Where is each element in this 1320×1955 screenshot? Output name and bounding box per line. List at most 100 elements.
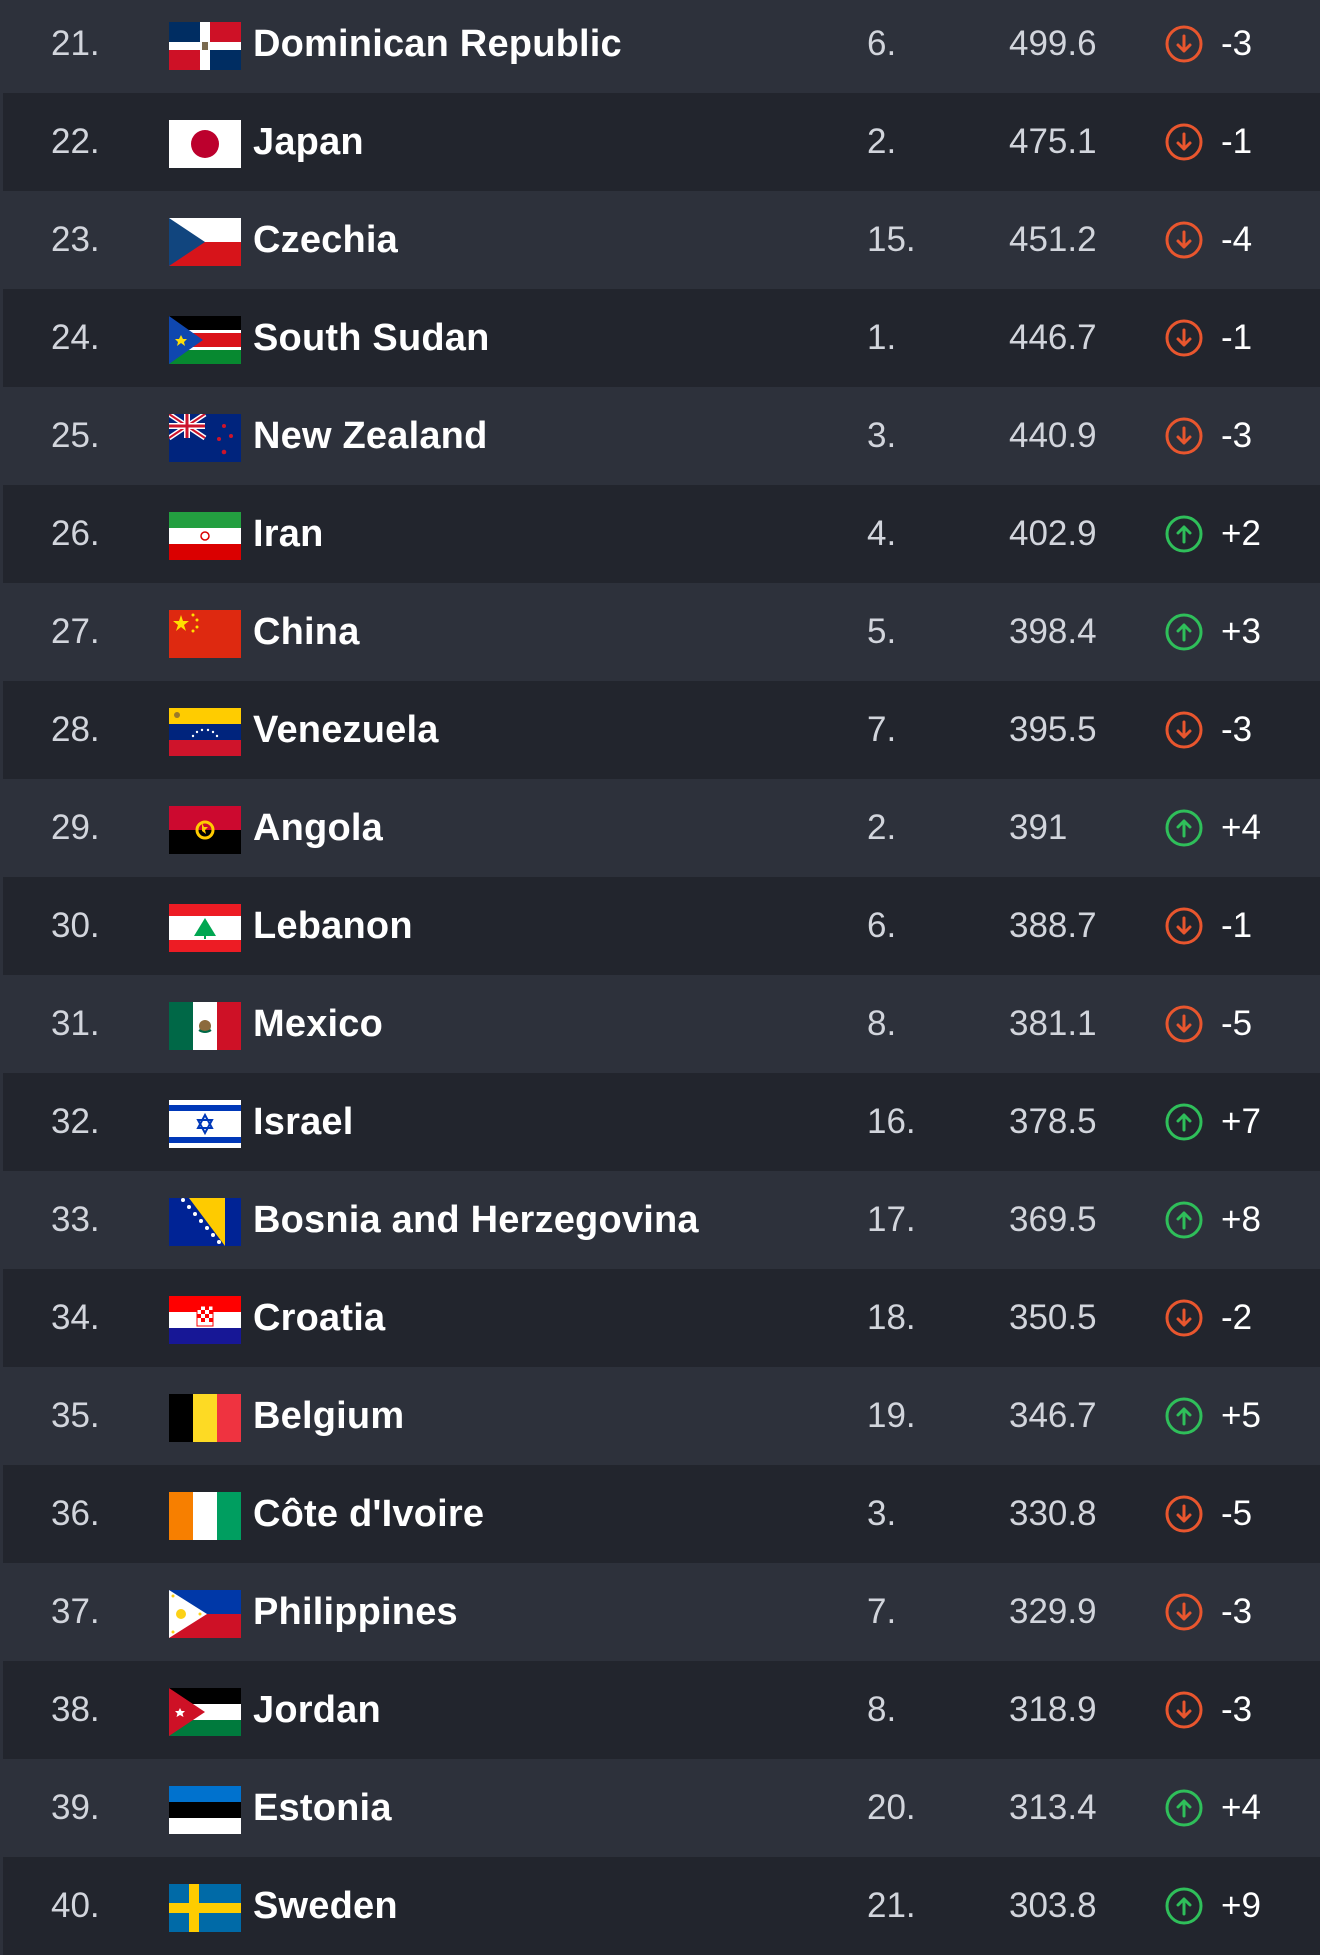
arrow-down-circle-icon bbox=[1164, 1690, 1204, 1730]
country-name[interactable]: Estonia bbox=[253, 1787, 392, 1829]
group-rank: 1. bbox=[867, 318, 897, 357]
arrow-up-circle-icon bbox=[1164, 1788, 1204, 1828]
country-name[interactable]: Croatia bbox=[253, 1297, 386, 1339]
arrow-down-circle-icon bbox=[1164, 122, 1204, 162]
table-row[interactable]: 32. Israel 16. 378.5 +7 bbox=[3, 1073, 1320, 1171]
rank-label: 39. bbox=[51, 1788, 100, 1827]
country-name[interactable]: Angola bbox=[253, 807, 383, 849]
rank-change: +9 bbox=[1221, 1886, 1261, 1925]
arrow-up-circle-icon bbox=[1164, 1886, 1204, 1926]
table-row[interactable]: 22. Japan 2. 475.1 -1 bbox=[3, 93, 1320, 191]
iran-flag-icon bbox=[169, 512, 241, 560]
table-row[interactable]: 39. Estonia 20. 313.4 +4 bbox=[3, 1759, 1320, 1857]
arrow-up-circle-icon bbox=[1164, 1396, 1204, 1436]
rank-label: 21. bbox=[51, 24, 100, 63]
country-name[interactable]: New Zealand bbox=[253, 415, 488, 457]
country-name[interactable]: Venezuela bbox=[253, 709, 439, 751]
table-row[interactable]: 40. Sweden 21. 303.8 +9 bbox=[3, 1857, 1320, 1955]
group-rank: 20. bbox=[867, 1788, 916, 1827]
rank-label: 25. bbox=[51, 416, 100, 455]
table-row[interactable]: 30. Lebanon 6. 388.7 -1 bbox=[3, 877, 1320, 975]
group-rank: 2. bbox=[867, 808, 897, 847]
group-rank: 17. bbox=[867, 1200, 916, 1239]
group-rank: 3. bbox=[867, 416, 897, 455]
points-value: 440.9 bbox=[1009, 416, 1097, 455]
country-name[interactable]: Iran bbox=[253, 513, 324, 555]
table-row[interactable]: 25. New Zealand 3. 440.9 -3 bbox=[3, 387, 1320, 485]
points-value: 313.4 bbox=[1009, 1788, 1097, 1827]
table-row[interactable]: 34. Croatia 18. 350.5 -2 bbox=[3, 1269, 1320, 1367]
arrow-down-circle-icon bbox=[1164, 710, 1204, 750]
sweden-flag-icon bbox=[169, 1884, 241, 1932]
table-row[interactable]: 21. Dominican Republic 6. 499.6 -3 bbox=[3, 0, 1320, 93]
country-name[interactable]: Philippines bbox=[253, 1591, 458, 1633]
rank-label: 29. bbox=[51, 808, 100, 847]
rank-label: 37. bbox=[51, 1592, 100, 1631]
table-row[interactable]: 38. Jordan 8. 318.9 -3 bbox=[3, 1661, 1320, 1759]
country-name[interactable]: Lebanon bbox=[253, 905, 413, 947]
group-rank: 8. bbox=[867, 1690, 897, 1729]
japan-flag-icon bbox=[169, 120, 241, 168]
country-name[interactable]: China bbox=[253, 611, 360, 653]
points-value: 329.9 bbox=[1009, 1592, 1097, 1631]
philippines-flag-icon bbox=[169, 1590, 241, 1638]
rank-label: 30. bbox=[51, 906, 100, 945]
points-value: 446.7 bbox=[1009, 318, 1097, 357]
points-value: 388.7 bbox=[1009, 906, 1097, 945]
rank-change: +7 bbox=[1221, 1102, 1261, 1141]
points-value: 391 bbox=[1009, 808, 1068, 847]
table-row[interactable]: 33. Bosnia and Herzegovina 17. 369.5 +8 bbox=[3, 1171, 1320, 1269]
jordan-flag-icon bbox=[169, 1688, 241, 1736]
group-rank: 8. bbox=[867, 1004, 897, 1043]
rank-label: 35. bbox=[51, 1396, 100, 1435]
group-rank: 7. bbox=[867, 710, 897, 749]
table-row[interactable]: 24. South Sudan 1. 446.7 -1 bbox=[3, 289, 1320, 387]
rank-change: -1 bbox=[1221, 122, 1253, 161]
rank-label: 34. bbox=[51, 1298, 100, 1337]
table-row[interactable]: 26. Iran 4. 402.9 +2 bbox=[3, 485, 1320, 583]
arrow-up-circle-icon bbox=[1164, 514, 1204, 554]
country-name[interactable]: South Sudan bbox=[253, 317, 490, 359]
table-row[interactable]: 29. Angola 2. 391 +4 bbox=[3, 779, 1320, 877]
points-value: 402.9 bbox=[1009, 514, 1097, 553]
rank-label: 24. bbox=[51, 318, 100, 357]
czechia-flag-icon bbox=[169, 218, 241, 266]
country-name[interactable]: Sweden bbox=[253, 1885, 398, 1927]
points-value: 451.2 bbox=[1009, 220, 1097, 259]
table-row[interactable]: 28. Venezuela 7. 395.5 -3 bbox=[3, 681, 1320, 779]
rank-label: 32. bbox=[51, 1102, 100, 1141]
table-row[interactable]: 27. China 5. 398.4 +3 bbox=[3, 583, 1320, 681]
rank-label: 27. bbox=[51, 612, 100, 651]
croatia-flag-icon bbox=[169, 1296, 241, 1344]
country-name[interactable]: Côte d'Ivoire bbox=[253, 1493, 485, 1535]
table-row[interactable]: 31. Mexico 8. 381.1 -5 bbox=[3, 975, 1320, 1073]
country-name[interactable]: Dominican Republic bbox=[253, 23, 622, 65]
country-name[interactable]: Japan bbox=[253, 121, 364, 163]
arrow-down-circle-icon bbox=[1164, 220, 1204, 260]
table-row[interactable]: 23. Czechia 15. 451.2 -4 bbox=[3, 191, 1320, 289]
rank-label: 31. bbox=[51, 1004, 100, 1043]
table-row[interactable]: 36. Côte d'Ivoire 3. 330.8 -5 bbox=[3, 1465, 1320, 1563]
country-name[interactable]: Jordan bbox=[253, 1689, 381, 1731]
group-rank: 3. bbox=[867, 1494, 897, 1533]
dominican-republic-flag-icon bbox=[169, 22, 241, 70]
table-row[interactable]: 37. Philippines 7. 329.9 -3 bbox=[3, 1563, 1320, 1661]
points-value: 398.4 bbox=[1009, 612, 1097, 651]
south-sudan-flag-icon bbox=[169, 316, 241, 364]
venezuela-flag-icon bbox=[169, 708, 241, 756]
country-name[interactable]: Belgium bbox=[253, 1395, 405, 1437]
points-value: 395.5 bbox=[1009, 710, 1097, 749]
new-zealand-flag-icon bbox=[169, 414, 241, 462]
country-name[interactable]: Mexico bbox=[253, 1003, 384, 1045]
points-value: 303.8 bbox=[1009, 1886, 1097, 1925]
table-row[interactable]: 35. Belgium 19. 346.7 +5 bbox=[3, 1367, 1320, 1465]
country-name[interactable]: Czechia bbox=[253, 219, 399, 261]
country-name[interactable]: Israel bbox=[253, 1101, 354, 1143]
belgium-flag-icon bbox=[169, 1394, 241, 1442]
country-name[interactable]: Bosnia and Herzegovina bbox=[253, 1199, 699, 1241]
points-value: 381.1 bbox=[1009, 1004, 1097, 1043]
group-rank: 4. bbox=[867, 514, 897, 553]
cote-divoire-flag-icon bbox=[169, 1492, 241, 1540]
rank-change: -1 bbox=[1221, 906, 1253, 945]
rank-label: 33. bbox=[51, 1200, 100, 1239]
